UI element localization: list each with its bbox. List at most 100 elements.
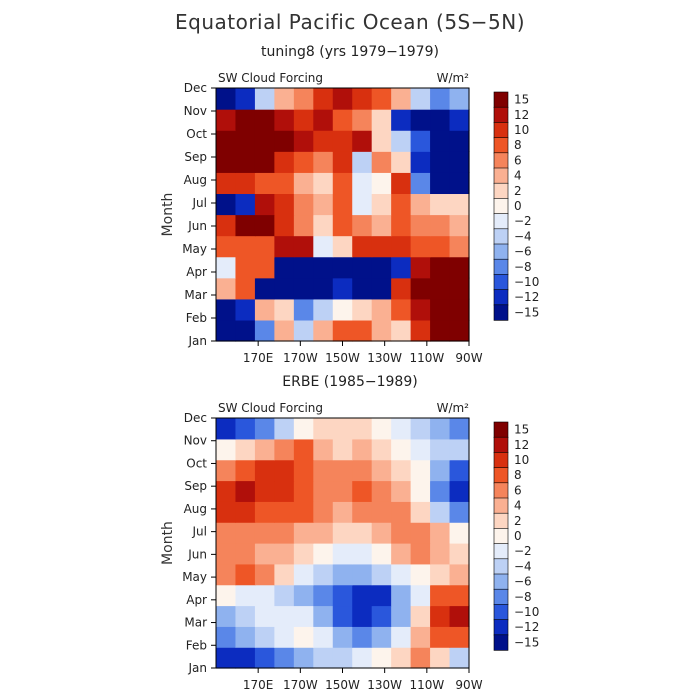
heatmap-cell: [449, 438, 470, 461]
heatmap-cell: [449, 563, 470, 586]
y-tick-label: Aug: [184, 502, 207, 516]
heatmap-cell: [293, 647, 314, 669]
heatmap-cell: [391, 214, 412, 237]
heatmap-cell: [274, 130, 295, 152]
heatmap-cell: [235, 319, 256, 342]
heatmap-cell: [410, 647, 431, 669]
heatmap-cell: [410, 256, 431, 279]
heatmap-cell: [274, 256, 295, 279]
y-tick-label: Sep: [184, 150, 207, 164]
heatmap-cell: [410, 151, 431, 173]
heatmap-cell: [371, 256, 392, 279]
heatmap-cell: [352, 193, 373, 216]
colorbar-swatch: [493, 497, 509, 514]
heatmap-cell: [235, 109, 256, 131]
heatmap-cell: [293, 501, 314, 523]
heatmap-cell: [293, 563, 314, 586]
heatmap-cell: [371, 563, 392, 586]
heatmap-cell: [332, 543, 353, 565]
colorbar-swatch: [493, 619, 509, 636]
colorbar-swatch: [493, 467, 509, 484]
y-tick-label: May: [182, 570, 207, 584]
heatmap-cell: [254, 647, 275, 669]
heatmap-cell: [216, 522, 237, 544]
heatmap-cell: [391, 193, 412, 216]
colorbar-swatch: [493, 436, 509, 454]
x-tick-label: 170E: [243, 351, 274, 365]
colorbar-label: −4: [514, 229, 532, 243]
heatmap-cell: [274, 563, 295, 586]
heatmap-cell: [449, 626, 470, 648]
colorbar-label: 0: [514, 529, 522, 543]
heatmap-cell: [449, 480, 470, 502]
heatmap-cell: [235, 418, 256, 440]
heatmap-cell: [313, 277, 334, 300]
colorbar-swatch: [493, 198, 509, 215]
colorbar-label: 2: [514, 184, 522, 198]
heatmap-cell: [235, 543, 256, 565]
colorbar-label: 8: [514, 468, 522, 482]
heatmap-cell: [332, 277, 353, 300]
heatmap-cell: [313, 647, 334, 669]
heatmap-cell: [216, 480, 237, 502]
heatmap-cell: [352, 298, 373, 321]
colorbar-swatch: [493, 289, 509, 306]
heatmap-cell: [313, 298, 334, 321]
x-tick-label: 90W: [455, 351, 482, 365]
heatmap-cell: [293, 522, 314, 544]
heatmap-cell: [332, 130, 353, 152]
heatmap-cell: [332, 88, 353, 110]
heatmap-cell: [254, 109, 275, 131]
heatmap-cell: [352, 256, 373, 279]
heatmap-cell: [410, 193, 431, 216]
heatmap-cell: [410, 172, 431, 195]
heatmap-cell: [391, 256, 412, 279]
y-tick-label: Jul: [192, 525, 207, 539]
colorbar-swatch: [493, 258, 509, 276]
heatmap-cell: [313, 480, 334, 502]
heatmap-cell: [449, 647, 470, 669]
heatmap-panel-2: [216, 418, 470, 669]
y-tick-label: Jun: [187, 219, 207, 233]
heatmap-cell: [216, 418, 237, 440]
colorbar-label: −6: [514, 245, 532, 259]
heatmap-cell: [430, 459, 451, 482]
heatmap-cell: [449, 88, 470, 110]
heatmap-cell: [332, 438, 353, 461]
heatmap-cell: [430, 626, 451, 648]
heatmap-cell: [274, 501, 295, 523]
heatmap-cell: [274, 277, 295, 300]
heatmap-cell: [391, 543, 412, 565]
heatmap-cell: [332, 563, 353, 586]
heatmap-cell: [371, 501, 392, 523]
heatmap-cell: [235, 626, 256, 648]
heatmap-cell: [449, 214, 470, 237]
heatmap-cell: [313, 418, 334, 440]
heatmap-cell: [235, 88, 256, 110]
colorbar-2: [493, 421, 509, 651]
heatmap-cell: [332, 418, 353, 440]
heatmap-cell: [313, 130, 334, 152]
heatmap-cell: [235, 151, 256, 173]
y-tick-label: Jun: [187, 547, 207, 561]
colorbar-swatch: [493, 137, 509, 154]
colorbar-swatch: [493, 512, 509, 530]
heatmap-cell: [313, 235, 334, 258]
heatmap-cell: [449, 235, 470, 258]
heatmap-cell: [410, 130, 431, 152]
heatmap-cell: [235, 605, 256, 627]
heatmap-cell: [332, 501, 353, 523]
heatmap-cell: [449, 543, 470, 565]
heatmap-cell: [352, 235, 373, 258]
heatmap-cell: [313, 543, 334, 565]
heatmap-cell: [430, 438, 451, 461]
heatmap-cell: [216, 235, 237, 258]
panel-units-label: W/m²: [437, 401, 470, 415]
colorbar-label: −2: [514, 544, 532, 558]
heatmap-cell: [352, 480, 373, 502]
heatmap-cell: [410, 626, 431, 648]
heatmap-cell: [352, 109, 373, 131]
heatmap-cell: [293, 480, 314, 502]
colorbar-label: −4: [514, 559, 532, 573]
heatmap-cell: [216, 543, 237, 565]
